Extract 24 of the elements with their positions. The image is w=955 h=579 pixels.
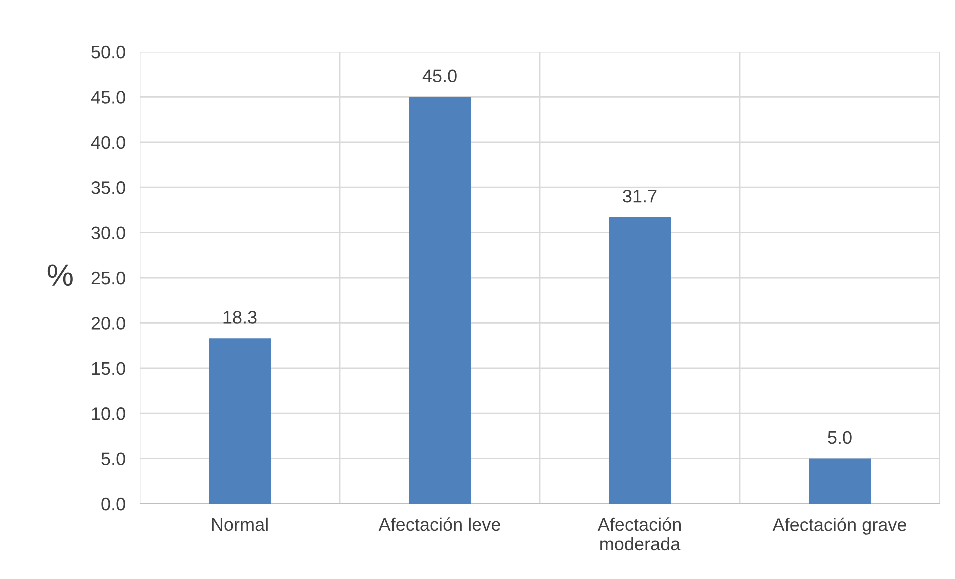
y-axis-title: % — [48, 264, 73, 286]
data-label: 5.0 — [828, 431, 852, 444]
y-tick-label: 30.0 — [92, 226, 126, 240]
y-tick-label: 40.0 — [91, 136, 126, 150]
y-tick-label: 15.0 — [92, 362, 126, 376]
bar — [409, 97, 471, 504]
data-label: 18.3 — [224, 311, 257, 324]
y-tick-label: 20.0 — [92, 317, 126, 330]
data-label: 31.7 — [623, 190, 657, 203]
x-tick-label: Afectación moderada — [598, 518, 681, 551]
y-tick-label: 5.0 — [102, 452, 126, 466]
y-tick-label: 35.0 — [92, 182, 126, 194]
data-label: 45.0 — [422, 70, 457, 83]
y-tick-label: 50.0 — [92, 46, 126, 59]
x-tick-label: Normal — [212, 518, 268, 532]
y-tick-label: 10.0 — [92, 408, 126, 420]
bar — [609, 217, 671, 504]
y-tick-label: 45.0 — [91, 91, 126, 104]
y-tick-label: 25.0 — [92, 272, 126, 285]
y-tick-label: 0.0 — [102, 498, 126, 511]
x-tick-label: Afectación leve — [378, 518, 500, 532]
bar — [209, 338, 271, 504]
bar — [809, 458, 871, 504]
x-tick-label: Afectación grave — [772, 518, 906, 535]
